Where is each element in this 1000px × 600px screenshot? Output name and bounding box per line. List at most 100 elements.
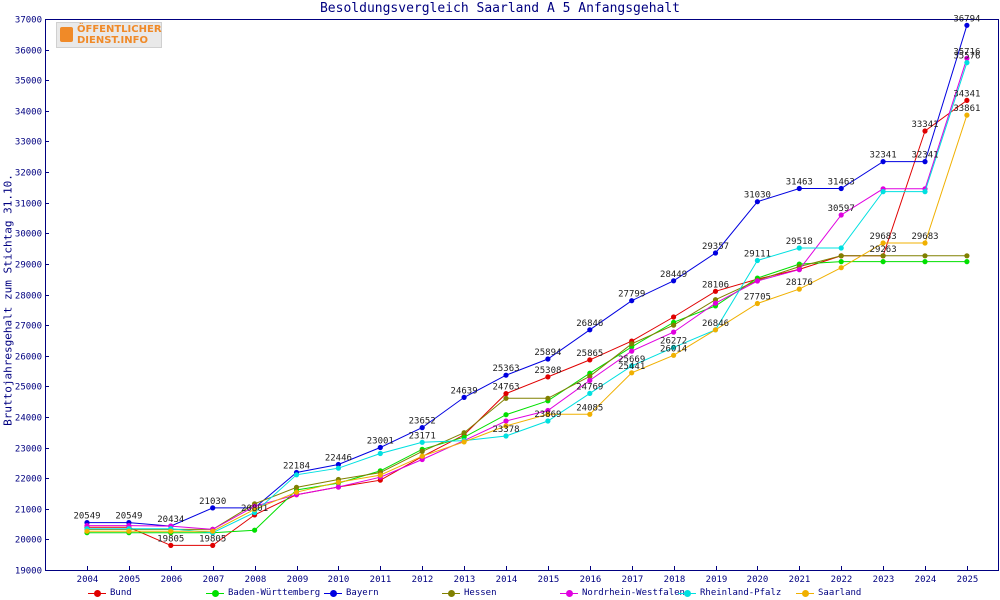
data-label: 26272 xyxy=(660,336,687,346)
site-logo[interactable]: ÖFFENTLICHER DIENST.INFO xyxy=(56,22,162,48)
x-tick-label: 2008 xyxy=(245,575,267,585)
data-label: 31463 xyxy=(828,178,855,188)
y-tick-label: 32000 xyxy=(15,169,42,179)
data-point xyxy=(754,199,761,205)
data-point xyxy=(335,484,341,490)
data-point xyxy=(964,253,970,259)
data-label: 26846 xyxy=(702,319,729,329)
data-label: 29263 xyxy=(870,245,897,255)
data-label: 29518 xyxy=(786,237,813,247)
data-point xyxy=(922,253,928,259)
legend-marker xyxy=(212,589,219,597)
data-label: 27705 xyxy=(744,293,771,303)
y-tick-label: 28000 xyxy=(15,292,42,302)
data-label: 32341 xyxy=(911,151,938,161)
x-axis: 2004 2005 2006 2007 2008 2009 2010 2011 2012 2013… xyxy=(77,566,978,585)
data-point xyxy=(629,370,635,376)
series-line xyxy=(87,99,968,546)
data-label: 33341 xyxy=(911,120,938,130)
data-label: 24639 xyxy=(451,386,478,396)
y-tick-label: 35000 xyxy=(15,77,42,87)
data-point xyxy=(964,97,970,103)
data-label: 36794 xyxy=(953,14,980,24)
data-label: 23171 xyxy=(409,431,436,441)
data-label: 24769 xyxy=(576,382,603,392)
data-point xyxy=(922,189,928,195)
data-point xyxy=(587,373,593,379)
data-point xyxy=(838,212,844,218)
legend-swatch xyxy=(442,589,460,597)
series-line xyxy=(87,62,968,534)
data-point xyxy=(880,159,886,165)
x-tick-label: 2024 xyxy=(915,575,937,585)
y-tick-label: 33000 xyxy=(15,138,42,148)
x-tick-label: 2021 xyxy=(789,575,811,585)
data-point xyxy=(252,527,258,533)
data-point xyxy=(377,444,383,451)
data-point xyxy=(587,377,593,383)
data-label: 23378 xyxy=(492,425,519,435)
data-point xyxy=(377,472,383,478)
data-point xyxy=(503,412,509,418)
data-point xyxy=(377,450,383,457)
data-label: 35716 xyxy=(953,47,980,57)
data-label: 24085 xyxy=(576,403,603,413)
data-point xyxy=(712,327,719,333)
data-point xyxy=(252,506,258,512)
data-point xyxy=(293,472,300,478)
data-label: 21030 xyxy=(199,497,226,507)
data-label: 22184 xyxy=(283,462,310,472)
series-line xyxy=(87,114,968,532)
data-point xyxy=(335,479,341,485)
data-point xyxy=(796,185,802,192)
data-point xyxy=(838,253,844,259)
legend-swatch xyxy=(324,589,342,597)
logo-text-line1: ÖFFENTLICHER xyxy=(77,24,162,35)
data-point xyxy=(419,439,425,445)
data-point xyxy=(671,329,677,335)
x-tick-label: 2012 xyxy=(412,575,434,585)
logo-text-line2: DIENST.INFO xyxy=(77,35,148,46)
series-line xyxy=(87,255,967,530)
data-point xyxy=(671,278,677,284)
x-tick-label: 2007 xyxy=(203,575,225,585)
data-point xyxy=(587,390,593,396)
data-label: 33861 xyxy=(953,104,980,114)
data-label: 35576 xyxy=(953,52,980,62)
data-label: 34341 xyxy=(953,89,980,99)
data-point xyxy=(210,528,216,534)
data-point xyxy=(838,259,844,265)
data-point xyxy=(629,298,635,304)
data-label: 20801 xyxy=(241,504,268,514)
legend-item: Bayern xyxy=(324,588,379,598)
legend-marker xyxy=(448,589,455,597)
legend-swatch xyxy=(560,589,578,597)
data-label: 23001 xyxy=(367,437,394,447)
legend-item: Bund xyxy=(88,588,132,598)
x-tick-label: 2005 xyxy=(119,575,141,585)
data-point xyxy=(545,407,551,414)
data-point xyxy=(461,394,467,400)
data-point xyxy=(671,322,677,328)
data-label: 20549 xyxy=(73,512,100,522)
data-label: 26014 xyxy=(660,344,687,354)
data-point xyxy=(503,372,509,378)
x-tick-label: 2018 xyxy=(664,575,686,585)
data-label: 30597 xyxy=(828,204,855,214)
y-tick-label: 20000 xyxy=(15,536,42,546)
data-label: 32341 xyxy=(870,151,897,161)
data-label: 25308 xyxy=(534,366,561,376)
data-point xyxy=(419,425,425,431)
data-point xyxy=(545,395,551,401)
y-tick-label: 19000 xyxy=(15,567,42,577)
data-point xyxy=(922,159,928,165)
y-tick-label: 27000 xyxy=(15,322,42,332)
data-point xyxy=(419,448,425,454)
series-line xyxy=(87,25,968,527)
data-point xyxy=(503,423,509,429)
data-point xyxy=(629,348,635,354)
y-tick-label: 31000 xyxy=(15,200,42,210)
data-point xyxy=(964,259,970,265)
y-tick-label: 23000 xyxy=(15,445,42,455)
